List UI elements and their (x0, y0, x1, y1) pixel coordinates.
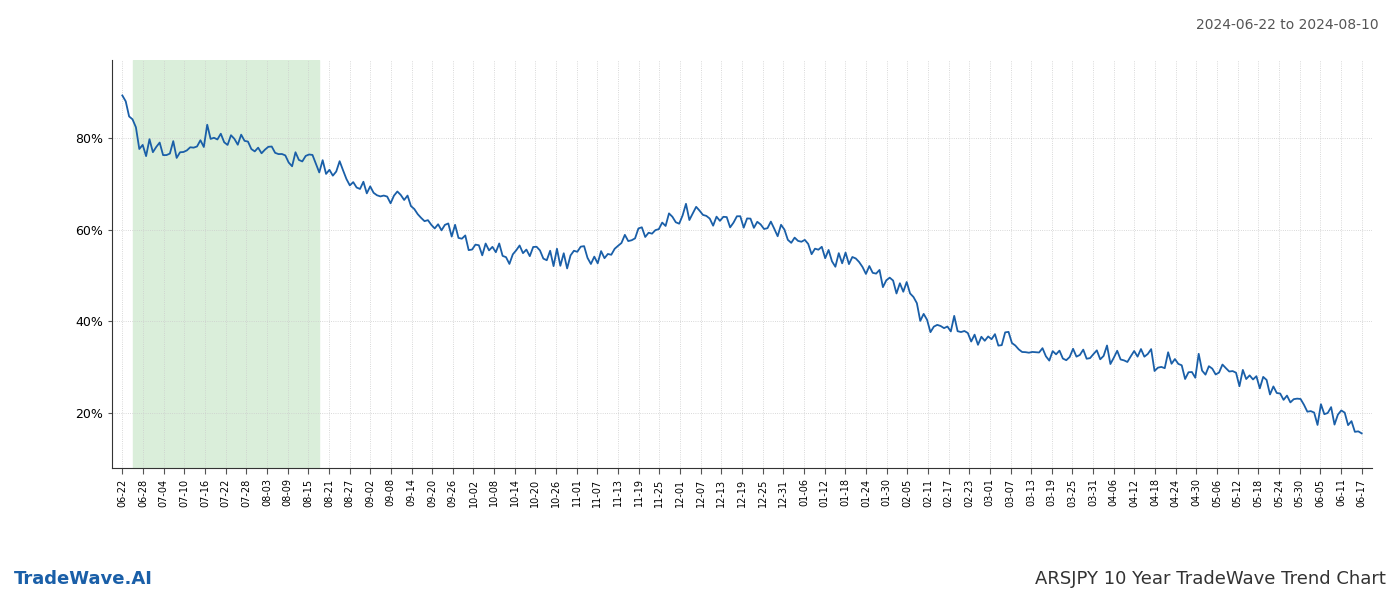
Bar (133, 60, 319, 468)
Text: TradeWave.AI: TradeWave.AI (14, 570, 153, 588)
Text: ARSJPY 10 Year TradeWave Trend Chart: ARSJPY 10 Year TradeWave Trend Chart (1035, 570, 1386, 588)
Text: 2024-06-22 to 2024-08-10: 2024-06-22 to 2024-08-10 (1197, 18, 1379, 32)
